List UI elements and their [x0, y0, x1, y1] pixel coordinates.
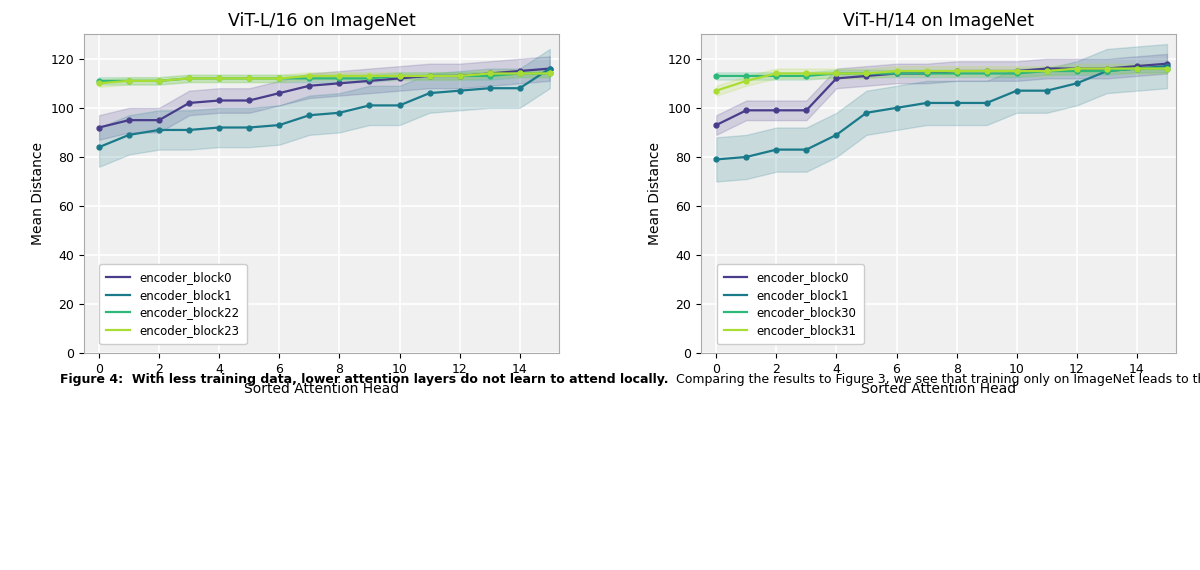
- Title: ViT-L/16 on ImageNet: ViT-L/16 on ImageNet: [228, 12, 415, 30]
- Text: Figure 4:  With less training data, lower attention layers do not learn to atten: Figure 4: With less training data, lower…: [60, 373, 668, 386]
- Legend: encoder_block0, encoder_block1, encoder_block22, encoder_block23: encoder_block0, encoder_block1, encoder_…: [100, 264, 247, 344]
- Y-axis label: Mean Distance: Mean Distance: [31, 142, 44, 245]
- Title: ViT-H/14 on ImageNet: ViT-H/14 on ImageNet: [844, 12, 1034, 30]
- Text: Comparing the results to Figure 3, we see that training only on ImageNet leads t: Comparing the results to Figure 3, we se…: [668, 373, 1200, 386]
- X-axis label: Sorted Attention Head: Sorted Attention Head: [862, 382, 1016, 396]
- Legend: encoder_block0, encoder_block1, encoder_block30, encoder_block31: encoder_block0, encoder_block1, encoder_…: [716, 264, 864, 344]
- X-axis label: Sorted Attention Head: Sorted Attention Head: [244, 382, 398, 396]
- Y-axis label: Mean Distance: Mean Distance: [648, 142, 662, 245]
